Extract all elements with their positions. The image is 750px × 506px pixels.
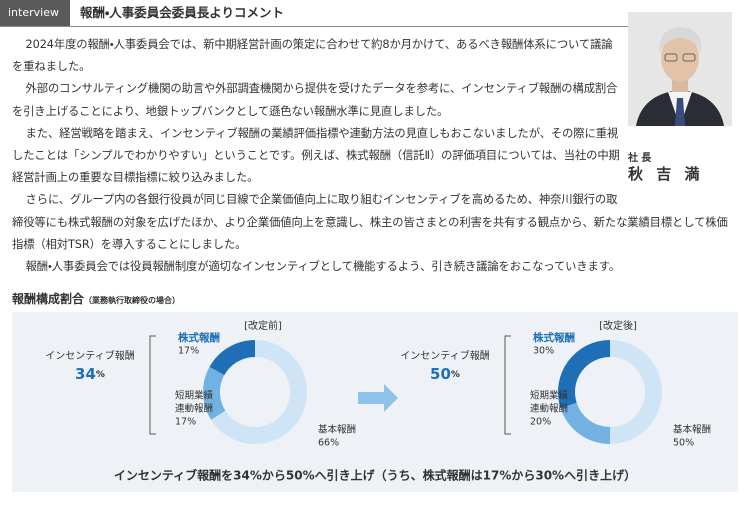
person-role: 社 長 (628, 153, 652, 164)
donut-segment (209, 340, 255, 376)
header-title: 報酬・人事委員会委員長よりコメント (80, 5, 285, 20)
segment-name: 連動報酬 (175, 403, 213, 415)
arrow (358, 384, 398, 412)
segment-value: 30% (533, 346, 554, 357)
body: 社 長 秋 吉 満 2024年度の報酬・人事委員会では、新中期経営計画の策定に合… (12, 12, 738, 278)
photo (628, 12, 732, 126)
segment-name: 連動報酬 (530, 403, 568, 415)
segment-name: 株式報酬 (533, 331, 575, 344)
photo-block: 社 長 秋 吉 満 (628, 12, 738, 194)
paragraph: さらに、グループ内の各銀行役員が同じ目線で企業価値向上に取り組むインセンティブを… (12, 193, 728, 251)
incentive-value: 50% (430, 365, 460, 383)
section-note: （業務執行取締役の場合） (84, 296, 181, 305)
incentive-unit: % (451, 370, 460, 380)
donut-segment (610, 340, 662, 444)
paragraphs: 2024年度の報酬・人事委員会では、新中期経営計画の策定に合わせて約8か月かけて… (12, 34, 738, 278)
segment-name: 基本報酬 (318, 424, 356, 436)
chart-label: [改定前] (244, 319, 282, 332)
person-name: 秋 吉 満 (628, 165, 704, 183)
segment-name: 短期業績 (530, 390, 569, 402)
incentive-value: 34% (75, 365, 105, 383)
incentive-label: インセンティブ報酬 (45, 349, 134, 362)
segment-value: 50% (673, 438, 694, 449)
paragraph: また、経営戦略を踏まえ、インセンティブ報酬の業績評価指標や連動方法の見直しもおこ… (12, 126, 620, 185)
chart-area: インセンティブ報酬を34%から50%へ引き上げ（うち、株式報酬は17%から30%… (12, 312, 738, 492)
tag: interview (0, 0, 70, 26)
segment-name: 株式報酬 (178, 331, 220, 344)
bracket (504, 335, 511, 435)
segment-value: 17% (175, 417, 196, 428)
segment-value: 66% (318, 438, 339, 449)
footer: インセンティブ報酬を34%から50%へ引き上げ（うち、株式報酬は17%から30%… (114, 468, 636, 483)
paragraph: 外部のコンサルティング機関の助言や外部調査機関から提供を受けたデータを参考に、イ… (12, 82, 618, 118)
donut-segment (560, 402, 610, 444)
segment-name: 短期業績 (175, 390, 214, 402)
section-title: 報酬構成割合（業務執行取締役の場合） (12, 290, 180, 307)
donut-segment (203, 366, 226, 420)
donut-segment (211, 340, 307, 444)
incentive-number: 34 (75, 365, 96, 383)
incentive-unit: % (96, 370, 105, 380)
segment-name: 基本報酬 (673, 424, 711, 436)
chart-label: [改定後] (599, 319, 637, 332)
incentive-number: 50 (430, 365, 451, 383)
segment-value: 17% (178, 346, 199, 357)
section-title-text: 報酬構成割合 (12, 292, 85, 306)
incentive-label: インセンティブ報酬 (400, 349, 489, 362)
donut-segment (558, 340, 610, 409)
header: interview 報酬・人事委員会委員長よりコメント (0, 0, 630, 27)
paragraph: 2024年度の報酬・人事委員会では、新中期経営計画の策定に合わせて約8か月かけて… (12, 38, 613, 74)
paragraph: 報酬・人事委員会では役員報酬制度が適切なインセンティブとして機能するよう、引き続… (25, 260, 621, 274)
segment-value: 20% (530, 417, 551, 428)
bracket (149, 335, 156, 435)
